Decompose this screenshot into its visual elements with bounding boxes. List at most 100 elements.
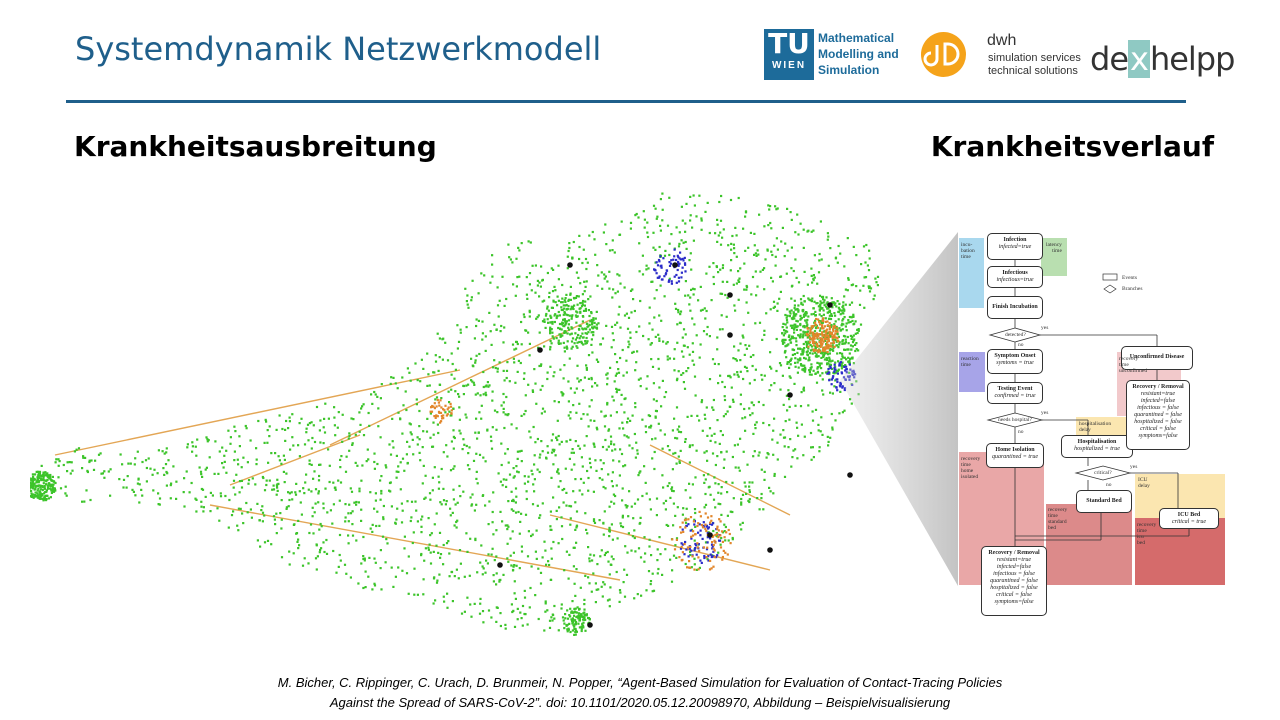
- agent-dot: [852, 313, 855, 316]
- agent-dot: [531, 264, 534, 267]
- agent-dot: [396, 507, 399, 510]
- agent-dot: [564, 321, 567, 324]
- agent-dot: [480, 404, 483, 407]
- agent-dot: [794, 314, 797, 317]
- agent-dot: [776, 309, 779, 312]
- zone-recovery-icu: [1135, 518, 1225, 585]
- agent-dot: [524, 329, 527, 332]
- agent-dot: [435, 581, 439, 584]
- agent-dot: [233, 450, 236, 453]
- agent-dot: [569, 615, 572, 618]
- agent-dot: [34, 491, 37, 494]
- agent-dot: [663, 433, 666, 436]
- agent-dot: [453, 524, 456, 527]
- agent-dot: [794, 337, 798, 340]
- agent-dot: [655, 410, 658, 413]
- agent-dot: [728, 374, 731, 377]
- agent-dot: [689, 214, 692, 217]
- agent-dot: [368, 424, 371, 427]
- agent-dot: [639, 377, 642, 380]
- agent-dot: [811, 331, 814, 334]
- agent-dot: [533, 490, 536, 493]
- agent-dot: [675, 538, 678, 541]
- agent-dot: [380, 383, 383, 386]
- agent-dot: [506, 361, 509, 364]
- agent-dot: [793, 304, 796, 307]
- agent-dot: [606, 550, 609, 554]
- agent-dot: [793, 317, 796, 320]
- agent-dot: [594, 459, 597, 462]
- agent-dot: [817, 318, 820, 321]
- agent-dot: [562, 341, 565, 344]
- agent-dot: [817, 349, 820, 352]
- agent-dot: [793, 328, 796, 331]
- agent-dot: [735, 255, 738, 258]
- agent-dot: [590, 378, 593, 381]
- agent-dot: [583, 444, 586, 447]
- agent-dot: [826, 335, 829, 339]
- agent-dot: [526, 623, 529, 626]
- agent-dot: [796, 371, 799, 374]
- agent-dot: [644, 431, 648, 434]
- recovery-upper-lines: resistant=true infected=false infectious =…: [1127, 391, 1189, 440]
- agent-dot: [685, 524, 688, 527]
- agent-dot: [679, 547, 683, 550]
- agent-dot: [495, 328, 498, 331]
- agent-dot: [633, 502, 637, 505]
- agent-dot: [581, 622, 584, 625]
- agent-dot: [612, 288, 615, 291]
- agent-dot: [770, 367, 773, 370]
- agent-dot: [609, 366, 612, 369]
- agent-dot: [738, 469, 741, 472]
- agent-dot: [49, 476, 52, 479]
- agent-dot: [731, 398, 735, 401]
- agent-dot: [565, 504, 568, 507]
- agent-dot: [527, 331, 530, 334]
- agent-dot: [812, 456, 815, 459]
- agent-dot: [317, 490, 320, 493]
- agent-dot: [710, 299, 713, 302]
- agent-dot: [828, 349, 831, 352]
- agent-dot: [737, 375, 740, 378]
- agent-dot: [713, 432, 716, 435]
- agent-dot: [824, 339, 827, 343]
- agent-dot: [649, 583, 652, 586]
- agent-dot: [533, 478, 536, 481]
- agent-dot: [44, 497, 47, 500]
- agent-dot: [491, 254, 494, 257]
- agent-dot: [42, 476, 45, 479]
- agent-dot: [308, 462, 311, 466]
- agent-dot: [401, 432, 404, 435]
- agent-dot: [832, 341, 835, 344]
- agent-dot: [45, 489, 48, 492]
- agent-dot: [422, 464, 425, 467]
- agent-dot: [863, 276, 866, 279]
- agent-dot: [182, 491, 185, 494]
- agent-dot: [854, 320, 857, 323]
- agent-dot: [704, 523, 707, 526]
- agent-dot: [613, 502, 616, 505]
- agent-dot: [828, 356, 831, 359]
- agent-dot: [815, 353, 818, 356]
- agent-dot: [721, 328, 724, 331]
- agent-dot: [553, 617, 556, 620]
- dwh-logo-tagline: simulation services technical solutions: [988, 52, 1081, 78]
- agent-dot: [654, 415, 657, 418]
- agent-dot: [594, 601, 597, 604]
- agent-dot: [799, 336, 802, 339]
- agent-dot: [702, 521, 705, 524]
- agent-dot: [608, 535, 611, 538]
- agent-dot: [297, 444, 300, 447]
- agent-dot: [520, 460, 523, 463]
- agent-dot: [718, 518, 721, 521]
- agent-dot: [560, 603, 563, 606]
- agent-dot: [803, 326, 806, 329]
- agent-dot: [490, 616, 493, 619]
- agent-dot: [529, 586, 532, 590]
- agent-dot: [841, 386, 844, 389]
- agent-dot: [844, 342, 847, 345]
- agent-dot: [487, 609, 491, 612]
- agent-dot: [282, 470, 285, 473]
- agent-dot: [585, 366, 588, 370]
- removed-agent-dot: [707, 532, 713, 538]
